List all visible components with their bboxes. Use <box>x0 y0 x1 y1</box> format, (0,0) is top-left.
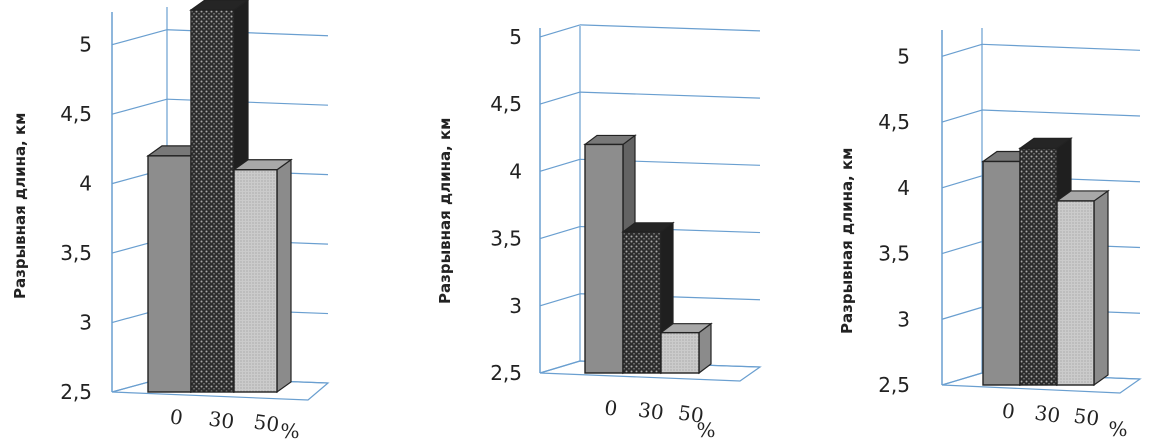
bar-front <box>982 160 1021 386</box>
gridline-side <box>539 158 581 172</box>
gridline <box>981 43 1141 51</box>
gridline-side <box>539 225 581 240</box>
bar-chart-1: 2,533,544,550 30 50% <box>60 0 330 439</box>
bar-50 <box>1055 189 1110 387</box>
gridline <box>981 109 1141 117</box>
y-tick-label: 4 <box>897 176 910 200</box>
x-axis-label: % <box>696 418 715 439</box>
bar-front <box>622 231 662 374</box>
bar-front <box>660 331 700 374</box>
x-tick-label: 50 <box>677 400 706 427</box>
bar-50 <box>659 322 713 375</box>
chart-panel-3: 2,5 3 3,5 4 4,5 5 0 30 50% Разрывная длина, км <box>835 0 1155 439</box>
x-tick-label: 0 <box>1000 398 1016 424</box>
gridline <box>579 91 761 99</box>
y-tick-label: 3 <box>897 307 910 331</box>
bar-front <box>147 155 192 393</box>
bar-chart-3: 2,533,544,550 30 50% <box>878 28 1142 439</box>
bar-30 <box>621 221 675 375</box>
y-tick-label: 4 <box>509 159 522 183</box>
y-tick-label: 3 <box>509 294 522 318</box>
gridline-side <box>941 43 983 57</box>
chart-panel-2: 2,5 3 3,5 4 4,5 5 0 30 50% Разрывная длина, км <box>430 0 800 439</box>
bar-chart-2: 2,533,544,550 30 50% <box>490 24 762 439</box>
bar-front <box>584 143 624 374</box>
y-tick-label: 4,5 <box>878 110 910 134</box>
chart-panel-1: 2,5 3 3,5 4 4,5 5 0 30 50% Разрывная длина, км <box>0 0 385 439</box>
y-tick-label: 5 <box>79 33 92 57</box>
y-tick-label: 4,5 <box>60 102 92 126</box>
gridline-side <box>111 29 168 46</box>
bar-0 <box>583 134 637 375</box>
y-tick-label: 3,5 <box>60 241 92 265</box>
x-tick-label: 0 <box>603 395 619 421</box>
y-tick-label: 2,5 <box>490 361 522 385</box>
gridline-side <box>539 24 581 38</box>
bar-side <box>1093 189 1109 387</box>
gridline-side <box>941 306 983 320</box>
y-axis-label: Разрывная длина, км <box>436 117 454 304</box>
x-axis-label: % <box>1108 417 1127 439</box>
chart-floor <box>941 372 1142 394</box>
gridline <box>579 24 761 32</box>
y-tick-label: 5 <box>509 25 522 49</box>
x-axis-label: % <box>280 419 299 439</box>
y-tick-label: 3 <box>79 311 92 335</box>
gridline-side <box>539 293 581 307</box>
bar-side <box>276 158 292 394</box>
y-tick-label: 3,5 <box>878 242 910 266</box>
chart-floor <box>539 360 762 382</box>
y-tick-label: 3,5 <box>490 227 522 251</box>
x-tick-label: 30 <box>637 397 666 424</box>
y-axis-label: Разрывная длина, км <box>838 147 856 334</box>
bar-50 <box>232 158 293 394</box>
gridline-side <box>111 98 168 115</box>
bar-front <box>1056 200 1095 386</box>
gridline-side <box>941 240 983 255</box>
x-tick-label: 50 <box>252 409 281 436</box>
y-tick-label: 2,5 <box>878 373 910 397</box>
x-tick-label: 30 <box>207 406 236 433</box>
y-tick-label: 5 <box>897 44 910 68</box>
bar-front <box>233 169 278 393</box>
x-tick-label: 30 <box>1033 400 1062 427</box>
y-axis-label: Разрывная длина, км <box>11 112 29 299</box>
bar-front <box>190 9 235 393</box>
x-tick-label: 0 <box>168 404 184 430</box>
x-tick-label: 50 <box>1072 403 1101 430</box>
gridline-side <box>941 109 983 123</box>
y-tick-label: 2,5 <box>60 380 92 404</box>
y-tick-label: 4,5 <box>490 92 522 116</box>
gridline-side <box>941 175 983 189</box>
bar-front <box>1019 147 1058 386</box>
y-tick-label: 4 <box>79 172 92 196</box>
gridline-side <box>539 91 581 105</box>
